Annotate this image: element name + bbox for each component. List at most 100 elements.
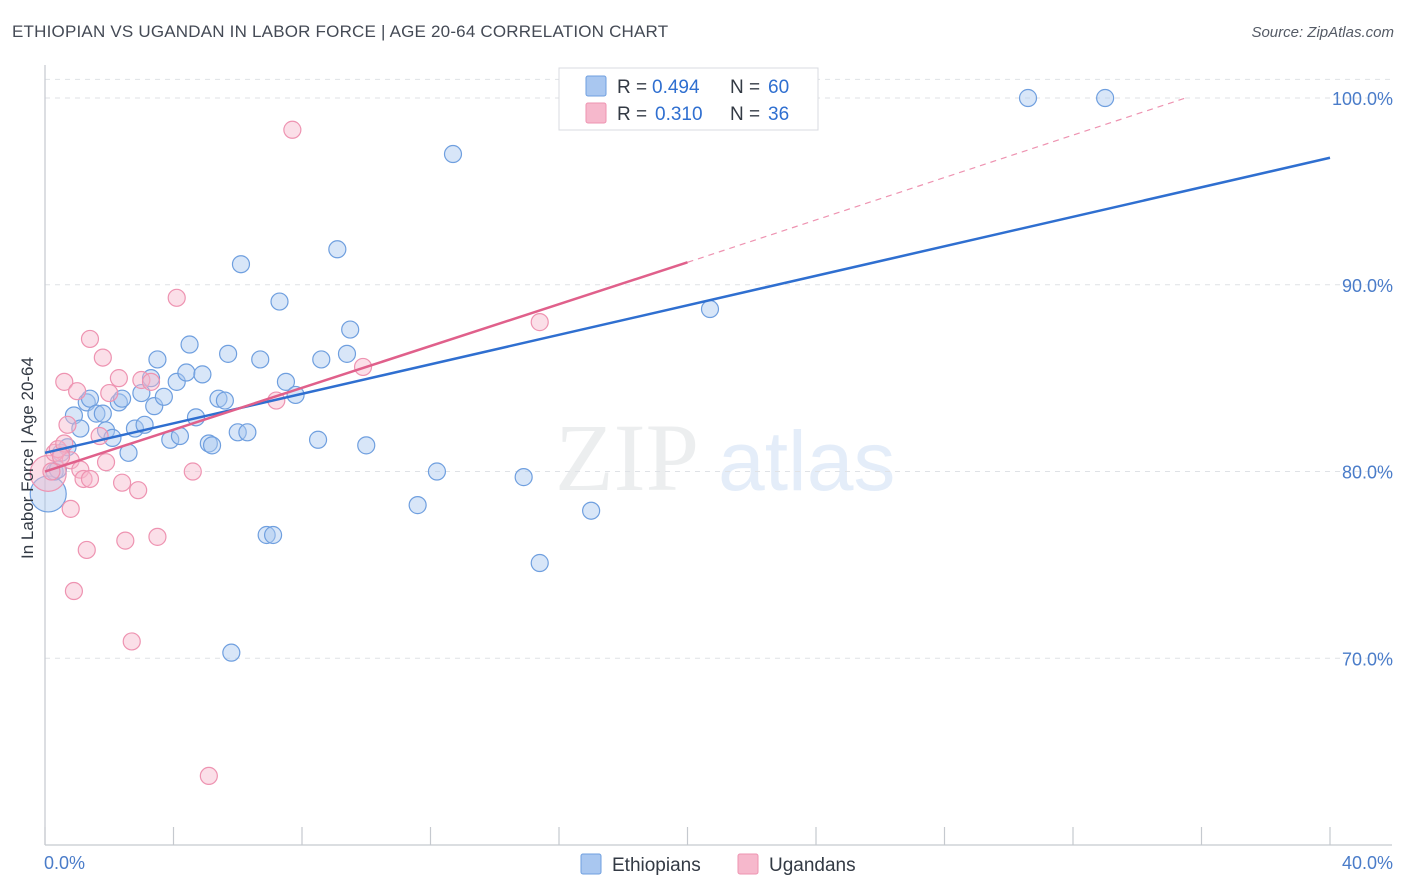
- ethiopians-point-46: [328, 240, 347, 259]
- ethiopians-point-34: [222, 643, 241, 662]
- ethiopians-point-54: [530, 553, 549, 573]
- ethiopians-point-48: [341, 320, 360, 339]
- ugandans-point-13: [80, 469, 100, 489]
- ugandans-point-8: [64, 581, 84, 601]
- ethiopians-point-28: [193, 365, 212, 384]
- tick-labels: 100.0% 90.0% 80.0% 70.0% 0.0% 40.0%: [44, 89, 1393, 873]
- ugandans-point-14: [80, 329, 100, 349]
- ethiopians-point-21: [154, 387, 173, 406]
- ugandans-point-6: [61, 499, 80, 518]
- ethiopians-point-58: [1096, 88, 1115, 108]
- y-tick-label-0: 100.0%: [1332, 89, 1393, 109]
- y-tick-label-1: 90.0%: [1342, 276, 1393, 296]
- y-axis-label: In Labor Force | Age 20-64: [18, 357, 37, 559]
- ethiopians-points: [29, 88, 1115, 662]
- y-tick-label-3: 70.0%: [1342, 649, 1393, 669]
- y-tick-label-2: 80.0%: [1342, 463, 1393, 483]
- ugandans-point-25: [148, 527, 167, 546]
- bottom-legend-swatch-ugandans: [737, 853, 759, 875]
- ethiopians-point-45: [312, 350, 331, 369]
- grid-lines: [45, 78, 1392, 659]
- ethiopians-point-0: [29, 475, 67, 513]
- ethiopians-point-20: [148, 350, 167, 369]
- series-legend: Ethiopians Ugandans: [580, 853, 856, 876]
- axes: [44, 65, 1392, 846]
- trend-lines: [44, 97, 1331, 473]
- ethiopians-point-47: [337, 344, 357, 363]
- legend-swatch-ugandans: [585, 102, 607, 124]
- watermark-atlas: atlas: [718, 414, 895, 508]
- ethiopians-point-51: [427, 462, 447, 481]
- ugandans-point-26: [167, 288, 186, 307]
- legend-r-ugandans: 0.310: [655, 104, 703, 125]
- ethiopians-point-23: [167, 372, 186, 391]
- ethiopians-point-25: [177, 363, 196, 382]
- ugandans-point-24: [141, 372, 161, 391]
- source-label: Source: ZipAtlas.com: [1251, 24, 1394, 41]
- ethiopians-point-38: [251, 350, 270, 369]
- ugandans-point-16: [93, 348, 112, 367]
- legend-r-label-ugandans: R =: [617, 104, 647, 125]
- ethiopians-point-33: [219, 344, 238, 363]
- bottom-legend-ugandans: Ugandans: [769, 855, 856, 876]
- ugandans-point-30: [283, 120, 302, 139]
- ugandans-point-5: [58, 415, 77, 434]
- ethiopians-point-8: [87, 404, 106, 423]
- ugandans-point-18: [109, 369, 128, 388]
- ethiopians-point-30: [202, 436, 222, 455]
- ugandans-point-20: [116, 531, 135, 550]
- legend-swatch-ethiopians: [585, 75, 607, 97]
- watermark-zip: ZIP: [555, 404, 699, 511]
- ethiopians-point-40: [263, 525, 283, 545]
- ethiopians-point-31: [209, 389, 228, 408]
- ethiopians-point-57: [1018, 88, 1038, 108]
- x-tick-label-1: 40.0%: [1342, 853, 1393, 873]
- ethiopians-point-19: [145, 397, 164, 416]
- ugandans-point-4: [55, 372, 74, 391]
- ugandans-point-12: [77, 540, 96, 560]
- ethiopians-point-29: [199, 434, 218, 453]
- ugandans-point-34: [96, 453, 116, 472]
- ugandans-point-32: [530, 313, 549, 332]
- ethiopians-point-42: [276, 372, 296, 391]
- legend-n-label-ugandans: N =: [730, 104, 760, 125]
- ethiopians-point-26: [180, 335, 199, 354]
- watermark: ZIP atlas: [555, 404, 895, 511]
- bottom-legend-swatch-ethiopians: [580, 853, 602, 875]
- ethiopians-point-53: [514, 468, 533, 487]
- x-tick-label-0: 0.0%: [44, 853, 85, 873]
- legend-r-ethiopians: 0.494: [652, 77, 700, 98]
- ugandans-trend-line: [44, 261, 688, 473]
- ethiopians-point-9: [93, 404, 112, 423]
- bottom-legend-ethiopians: Ethiopians: [612, 855, 701, 876]
- ugandans-points: [29, 120, 549, 786]
- ugandans-point-11: [74, 469, 93, 489]
- ugandans-point-17: [100, 383, 119, 403]
- ethiopians-point-56: [700, 299, 720, 319]
- legend-n-ugandans: 36: [768, 104, 789, 125]
- ugandans-point-28: [199, 766, 218, 786]
- ethiopians-point-37: [231, 255, 251, 274]
- legend-n-label-ethiopians: N =: [730, 77, 760, 98]
- ugandans-point-27: [183, 462, 202, 481]
- ethiopians-point-35: [228, 423, 247, 442]
- ugandans-point-19: [112, 473, 132, 492]
- ethiopians-trend-line: [44, 156, 1331, 455]
- ethiopians-point-44: [308, 430, 328, 449]
- legend-n-ethiopians: 60: [768, 77, 789, 98]
- ethiopians-point-41: [270, 292, 289, 311]
- ethiopians-point-39: [257, 525, 276, 545]
- chart-title: ETHIOPIAN VS UGANDAN IN LABOR FORCE | AG…: [12, 22, 669, 41]
- ethiopians-point-50: [408, 496, 427, 515]
- stats-legend: R = 0.494 N = 60 R = 0.310 N = 36: [558, 67, 819, 131]
- ugandans-point-21: [122, 632, 141, 651]
- ethiopians-point-32: [215, 391, 234, 410]
- ethiopians-point-36: [238, 423, 257, 442]
- ethiopians-point-52: [443, 144, 463, 164]
- ethiopians-point-49: [357, 436, 376, 455]
- ugandans-point-9: [68, 382, 87, 401]
- legend-r-label-ethiopians: R =: [617, 77, 647, 98]
- ethiopians-point-55: [582, 501, 601, 520]
- ugandans-point-22: [129, 481, 148, 500]
